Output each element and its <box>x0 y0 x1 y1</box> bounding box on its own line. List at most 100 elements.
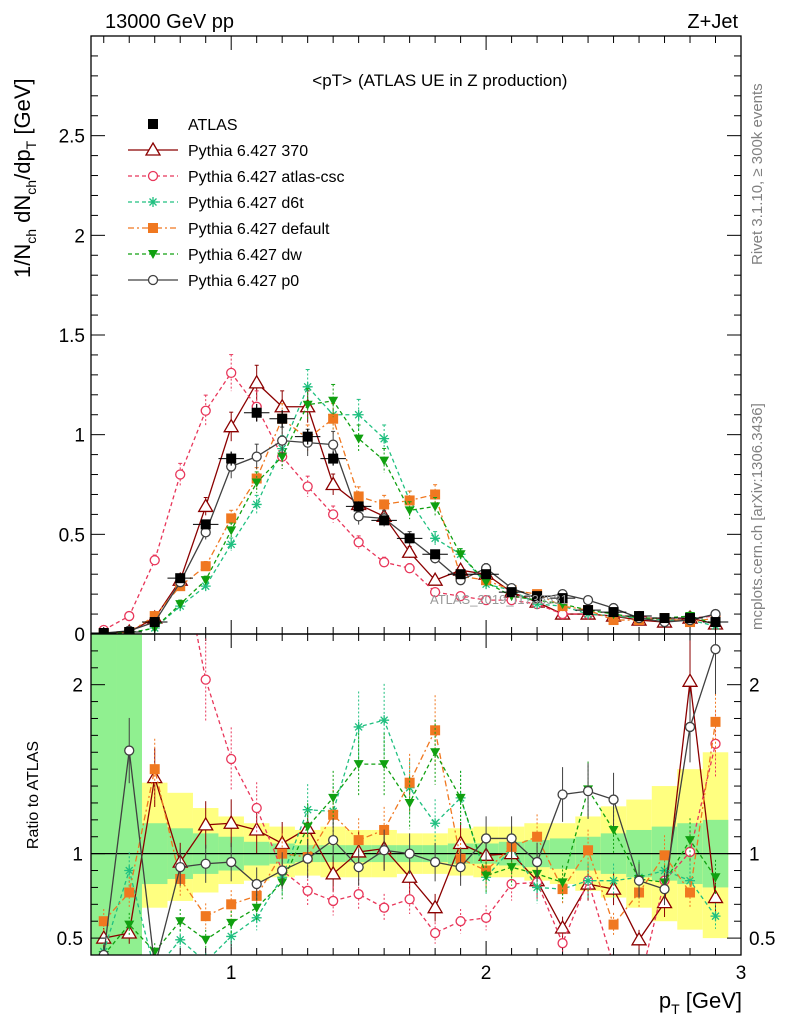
data-point <box>248 374 265 389</box>
ratio-y-tick-label-right: 0.5 <box>749 929 775 950</box>
data-point <box>481 569 492 580</box>
data-point <box>379 456 390 466</box>
legend-label: Pythia 6.427 p0 <box>188 273 299 290</box>
legend-marker <box>148 250 158 259</box>
ratio-band-green <box>91 634 117 955</box>
ratio-point <box>430 748 441 758</box>
ratio-point <box>608 919 619 930</box>
ratio-point <box>455 793 466 803</box>
y-tick-label: 0 <box>74 625 85 646</box>
legend-label: Pythia 6.427 atlas-csc <box>188 169 345 186</box>
ratio-point <box>685 875 696 886</box>
ratio-point <box>455 861 466 873</box>
svg-text:1/Nch dNch/dpT [GeV]: 1/Nch dNch/dpT [GeV] <box>10 78 39 278</box>
data-point <box>557 593 568 604</box>
legend-marker <box>144 141 162 156</box>
data-point <box>328 439 339 450</box>
ratio-point <box>481 871 492 881</box>
ratio-point <box>455 916 466 927</box>
ratio-point <box>404 894 415 905</box>
ratio-point <box>480 912 492 923</box>
data-point <box>430 502 441 512</box>
ratio-point <box>175 861 186 873</box>
ratio-point <box>251 878 262 890</box>
data-point <box>379 499 390 510</box>
ratio-point <box>201 957 211 967</box>
data-point <box>200 405 211 416</box>
ratio-point <box>226 856 237 868</box>
ratio-point <box>426 899 444 914</box>
ratio-frame <box>90 633 742 956</box>
plot-subtitle: (ATLAS UE in Z production) <box>358 71 567 90</box>
header-left: 13000 GeV pp <box>105 11 234 33</box>
ratio-point <box>328 895 339 907</box>
ratio-point <box>531 856 543 868</box>
ratio-point <box>659 850 670 861</box>
y-axis-label-main: 1/Nch dNch/dpT [GeV] <box>10 78 39 278</box>
data-point <box>429 586 441 598</box>
ratio-point <box>353 861 364 873</box>
legend-entry: Pythia 6.427 atlas-csc <box>128 169 345 186</box>
data-point <box>175 573 186 584</box>
data-point <box>200 561 211 572</box>
ratio-point <box>328 793 339 803</box>
ratio-point <box>608 794 619 805</box>
data-point <box>175 600 186 610</box>
ratio-point <box>557 938 568 949</box>
legend-entry: Pythia 6.427 p0 <box>128 273 299 290</box>
ratio-point <box>554 919 571 934</box>
data-point <box>251 451 262 462</box>
ratio-point <box>609 961 618 970</box>
x-tick-label: 3 <box>736 963 747 984</box>
series-line <box>103 400 716 634</box>
data-point <box>277 413 288 424</box>
legend-label: Pythia 6.427 default <box>188 221 330 238</box>
ratio-point <box>378 845 390 856</box>
ratio-point <box>378 902 390 913</box>
ratio-point <box>710 873 721 883</box>
ratio-y-tick-label-right: 2 <box>749 676 760 697</box>
ratio-point <box>532 831 543 842</box>
data-point <box>302 481 313 492</box>
ratio-point <box>430 818 441 829</box>
ratio-point <box>353 721 364 732</box>
x-tick-label: 2 <box>481 963 492 984</box>
data-point <box>353 501 364 512</box>
data-point <box>251 499 262 510</box>
legend-label: ATLAS <box>188 117 238 134</box>
data-point <box>455 550 466 560</box>
ratio-point <box>379 760 390 770</box>
data-point <box>226 513 237 524</box>
ratio-point <box>251 802 262 814</box>
data-point <box>197 498 214 513</box>
ratio-point <box>95 929 112 944</box>
ratio-point <box>430 725 441 736</box>
x-tick-label: 1 <box>226 963 237 984</box>
data-point <box>175 469 186 480</box>
ratio-point <box>328 834 339 846</box>
ratio-y-tick-label: 2 <box>72 676 83 697</box>
data-point <box>404 506 415 516</box>
data-point <box>430 533 441 544</box>
ratio-point <box>277 865 288 876</box>
series-ratio <box>95 634 724 970</box>
data-point <box>430 489 441 500</box>
data-point <box>608 615 619 626</box>
ratio-point <box>404 848 415 859</box>
legend-label: Pythia 6.427 d6t <box>188 195 304 212</box>
ratio-point <box>248 821 265 836</box>
data-point <box>659 613 670 624</box>
ratio-point <box>707 889 724 904</box>
ratio-point <box>200 858 211 869</box>
legend-marker <box>148 197 158 207</box>
ratio-point <box>684 721 696 733</box>
series-main <box>98 354 724 634</box>
data-point <box>226 539 237 550</box>
ratio-y-tick-label-right: 1 <box>749 845 760 866</box>
data-point <box>277 452 288 462</box>
data-point <box>430 549 441 560</box>
ratio-point <box>404 798 415 808</box>
data-point <box>426 571 444 586</box>
ratio-point <box>325 865 342 880</box>
series-data <box>91 403 729 634</box>
